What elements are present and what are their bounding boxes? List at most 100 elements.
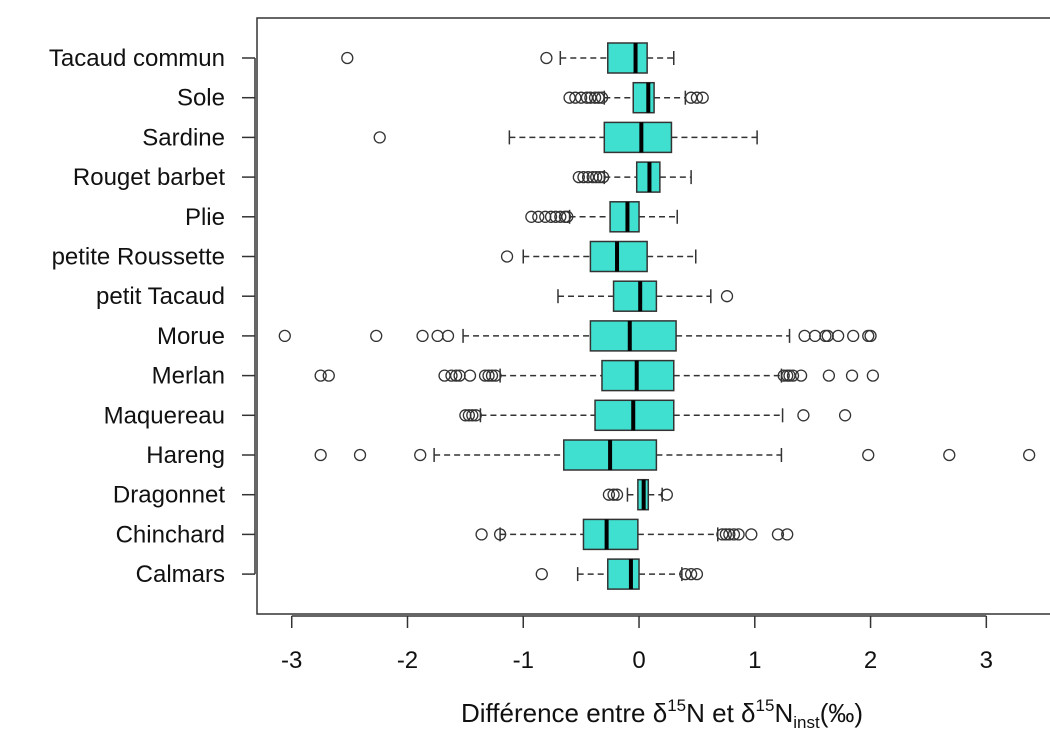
box-iqr bbox=[582, 518, 639, 551]
outlier-point bbox=[607, 488, 620, 501]
outlier-point bbox=[660, 488, 673, 501]
outlier-point bbox=[489, 369, 502, 382]
outlier-point bbox=[838, 409, 852, 422]
outlier-point bbox=[341, 51, 354, 65]
outlier-point bbox=[684, 567, 698, 581]
x-axis-label-sup2: 15 bbox=[756, 696, 775, 715]
outlier-point bbox=[943, 448, 956, 462]
x-tick-label: 2 bbox=[864, 647, 877, 674]
box-iqr bbox=[607, 42, 648, 74]
outlier-point bbox=[493, 528, 507, 541]
outlier-point bbox=[727, 528, 741, 541]
x-axis-label-sub: inst bbox=[793, 713, 820, 731]
x-axis-label-n: N bbox=[774, 698, 793, 728]
box-iqr bbox=[632, 81, 655, 114]
outlier-point bbox=[831, 329, 845, 343]
outlier-point bbox=[278, 329, 291, 343]
outlier-point bbox=[821, 329, 834, 343]
y-tick-label: Hareng bbox=[146, 442, 225, 469]
outlier-point bbox=[723, 528, 736, 541]
x-axis-label-mid: N et δ bbox=[686, 698, 755, 728]
box-iqr bbox=[612, 280, 658, 312]
outlier-point bbox=[745, 528, 758, 541]
x-tick-label: -3 bbox=[281, 647, 302, 674]
outlier-point bbox=[431, 329, 444, 343]
boxes bbox=[278, 42, 1036, 590]
box-iqr bbox=[609, 201, 640, 233]
outlier-point bbox=[720, 290, 734, 303]
y-tick-label: Dragonnet bbox=[113, 482, 225, 509]
outlier-point bbox=[322, 369, 335, 382]
y-tick-label: Maquereau bbox=[104, 402, 225, 429]
outlier-point bbox=[862, 329, 875, 343]
outlier-point bbox=[771, 528, 785, 541]
outlier-point bbox=[592, 91, 605, 104]
outlier-point bbox=[500, 250, 514, 263]
x-tick-label: 0 bbox=[632, 647, 645, 674]
outlier-point bbox=[690, 567, 704, 581]
x-tick-label: -2 bbox=[397, 647, 418, 674]
outlier-point bbox=[353, 448, 367, 462]
box-sardine bbox=[373, 121, 758, 154]
outlier-point bbox=[777, 369, 790, 382]
outlier-point bbox=[610, 488, 624, 501]
outlier-point bbox=[416, 329, 429, 343]
y-tick-label: petit Tacaud bbox=[96, 283, 225, 310]
x-tick-label: -1 bbox=[513, 647, 534, 674]
outlier-point bbox=[485, 369, 499, 382]
box-tacaud-commun bbox=[341, 42, 675, 74]
box-petite-roussette bbox=[500, 240, 697, 273]
outlier-point bbox=[866, 369, 880, 382]
x-axis-label-prefix: Différence entre δ bbox=[461, 698, 667, 728]
box-iqr bbox=[603, 121, 673, 154]
box-morue bbox=[278, 320, 877, 352]
outlier-point bbox=[540, 51, 553, 65]
y-axis: Tacaud commun Sole Sardine Rouget barbet Pli… bbox=[49, 45, 256, 588]
y-tick-label: Tacaud commun bbox=[49, 45, 225, 72]
x-tick-label: 1 bbox=[748, 647, 761, 674]
plot-frame bbox=[256, 17, 1050, 615]
outlier-point bbox=[590, 170, 603, 184]
outlier-point bbox=[577, 170, 590, 184]
outlier-point bbox=[798, 329, 811, 343]
y-tick-label: Sole bbox=[177, 85, 225, 112]
outlier-point bbox=[532, 210, 545, 223]
y-tick-label: Merlan bbox=[152, 363, 225, 390]
box-merlan bbox=[314, 359, 880, 392]
y-tick-label: Plie bbox=[185, 204, 225, 231]
x-axis-label-suffix: (‰) bbox=[820, 698, 863, 728]
outlier-point bbox=[449, 369, 463, 382]
box-iqr bbox=[589, 320, 677, 352]
outlier-point bbox=[596, 170, 610, 184]
x-axis-label: Différence entre δ15N et δ15Ninst(‰) bbox=[461, 696, 863, 731]
y-tick-label: Chinchard bbox=[116, 521, 225, 548]
x-tick-label: 3 bbox=[980, 647, 993, 674]
outlier-point bbox=[466, 409, 479, 422]
outlier-point bbox=[554, 210, 567, 223]
outlier-point bbox=[475, 528, 488, 541]
outlier-point bbox=[469, 409, 482, 422]
outlier-point bbox=[462, 409, 476, 422]
outlier-point bbox=[864, 329, 877, 343]
outlier-point bbox=[696, 91, 709, 104]
outlier-point bbox=[463, 369, 477, 382]
outlier-point bbox=[786, 369, 800, 382]
y-tick-label: Calmars bbox=[136, 561, 225, 588]
outlier-point bbox=[370, 329, 383, 343]
outlier-point bbox=[314, 448, 327, 462]
outlier-point bbox=[819, 329, 832, 343]
box-sole bbox=[563, 81, 709, 114]
box-calmars bbox=[535, 558, 704, 590]
outlier-point bbox=[593, 170, 606, 184]
outlier-point bbox=[482, 369, 495, 382]
box-iqr bbox=[607, 558, 640, 590]
outlier-point bbox=[732, 528, 745, 541]
outlier-point bbox=[808, 329, 822, 343]
outlier-point bbox=[822, 369, 836, 382]
outlier-point bbox=[574, 91, 588, 104]
outlier-point bbox=[525, 210, 538, 223]
y-tick-label: petite Roussette bbox=[52, 244, 225, 271]
y-tick-label: Rouget barbet bbox=[73, 164, 225, 191]
outlier-point bbox=[544, 210, 558, 223]
